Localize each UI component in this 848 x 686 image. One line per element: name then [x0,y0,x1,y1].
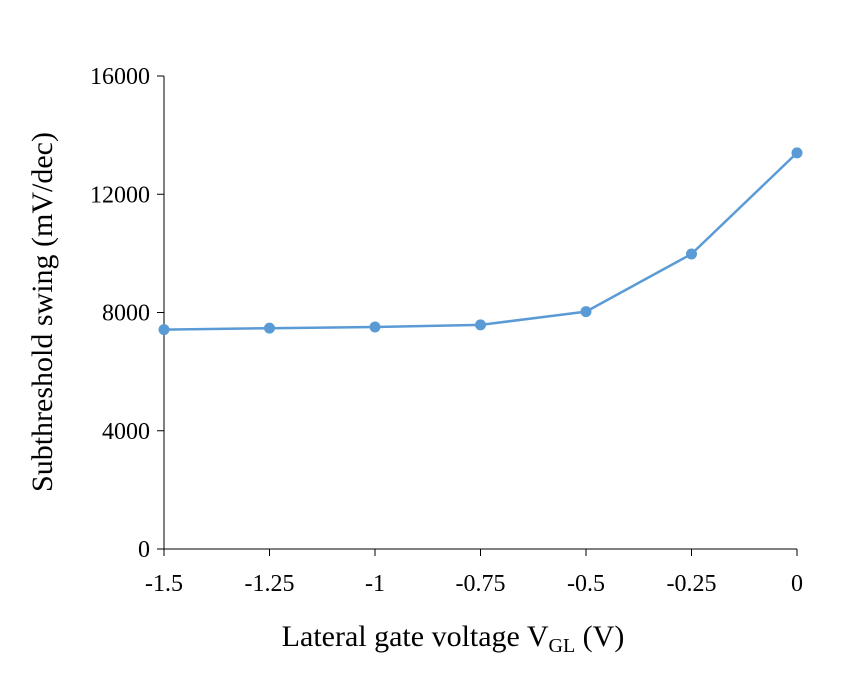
series-layer [158,147,803,336]
y-tick-label: 0 [138,537,150,563]
data-point [580,306,592,318]
y-ticks: 0 4000 8000 12000 16000 [90,64,164,563]
x-tick-label: -1.5 [145,571,183,597]
series-line [163,151,798,331]
x-tick-label: -0.75 [456,571,506,597]
data-point [686,248,697,260]
x-axis-title: Lateral gate voltage VGL (V) [282,620,625,657]
y-tick-label: 12000 [90,182,150,208]
y-tick-label: 8000 [102,301,150,327]
x-tick-label: -1.25 [245,571,295,597]
data-point [158,324,170,336]
x-axis-title-subscript: GL [549,635,576,657]
x-axis-title-unit: (V) [575,620,624,653]
axes [163,76,797,550]
data-point [475,319,486,331]
x-tick-label: 0 [791,571,803,597]
x-tick-label: -1 [365,571,385,597]
x-tick-label: -0.25 [667,571,717,597]
y-tick-label: 16000 [90,64,150,90]
data-point [791,147,803,159]
x-tick-label: -0.5 [567,571,605,597]
data-point [369,321,381,333]
y-axis-title: Subthreshold swing (mV/dec) [26,132,59,492]
x-ticks: -1.5 -1.25 -1 -0.75 -0.5 -0.25 0 [145,549,803,597]
y-tick-label: 4000 [102,419,150,445]
x-axis-title-main: Lateral gate voltage V [282,620,549,653]
data-point [264,322,275,334]
